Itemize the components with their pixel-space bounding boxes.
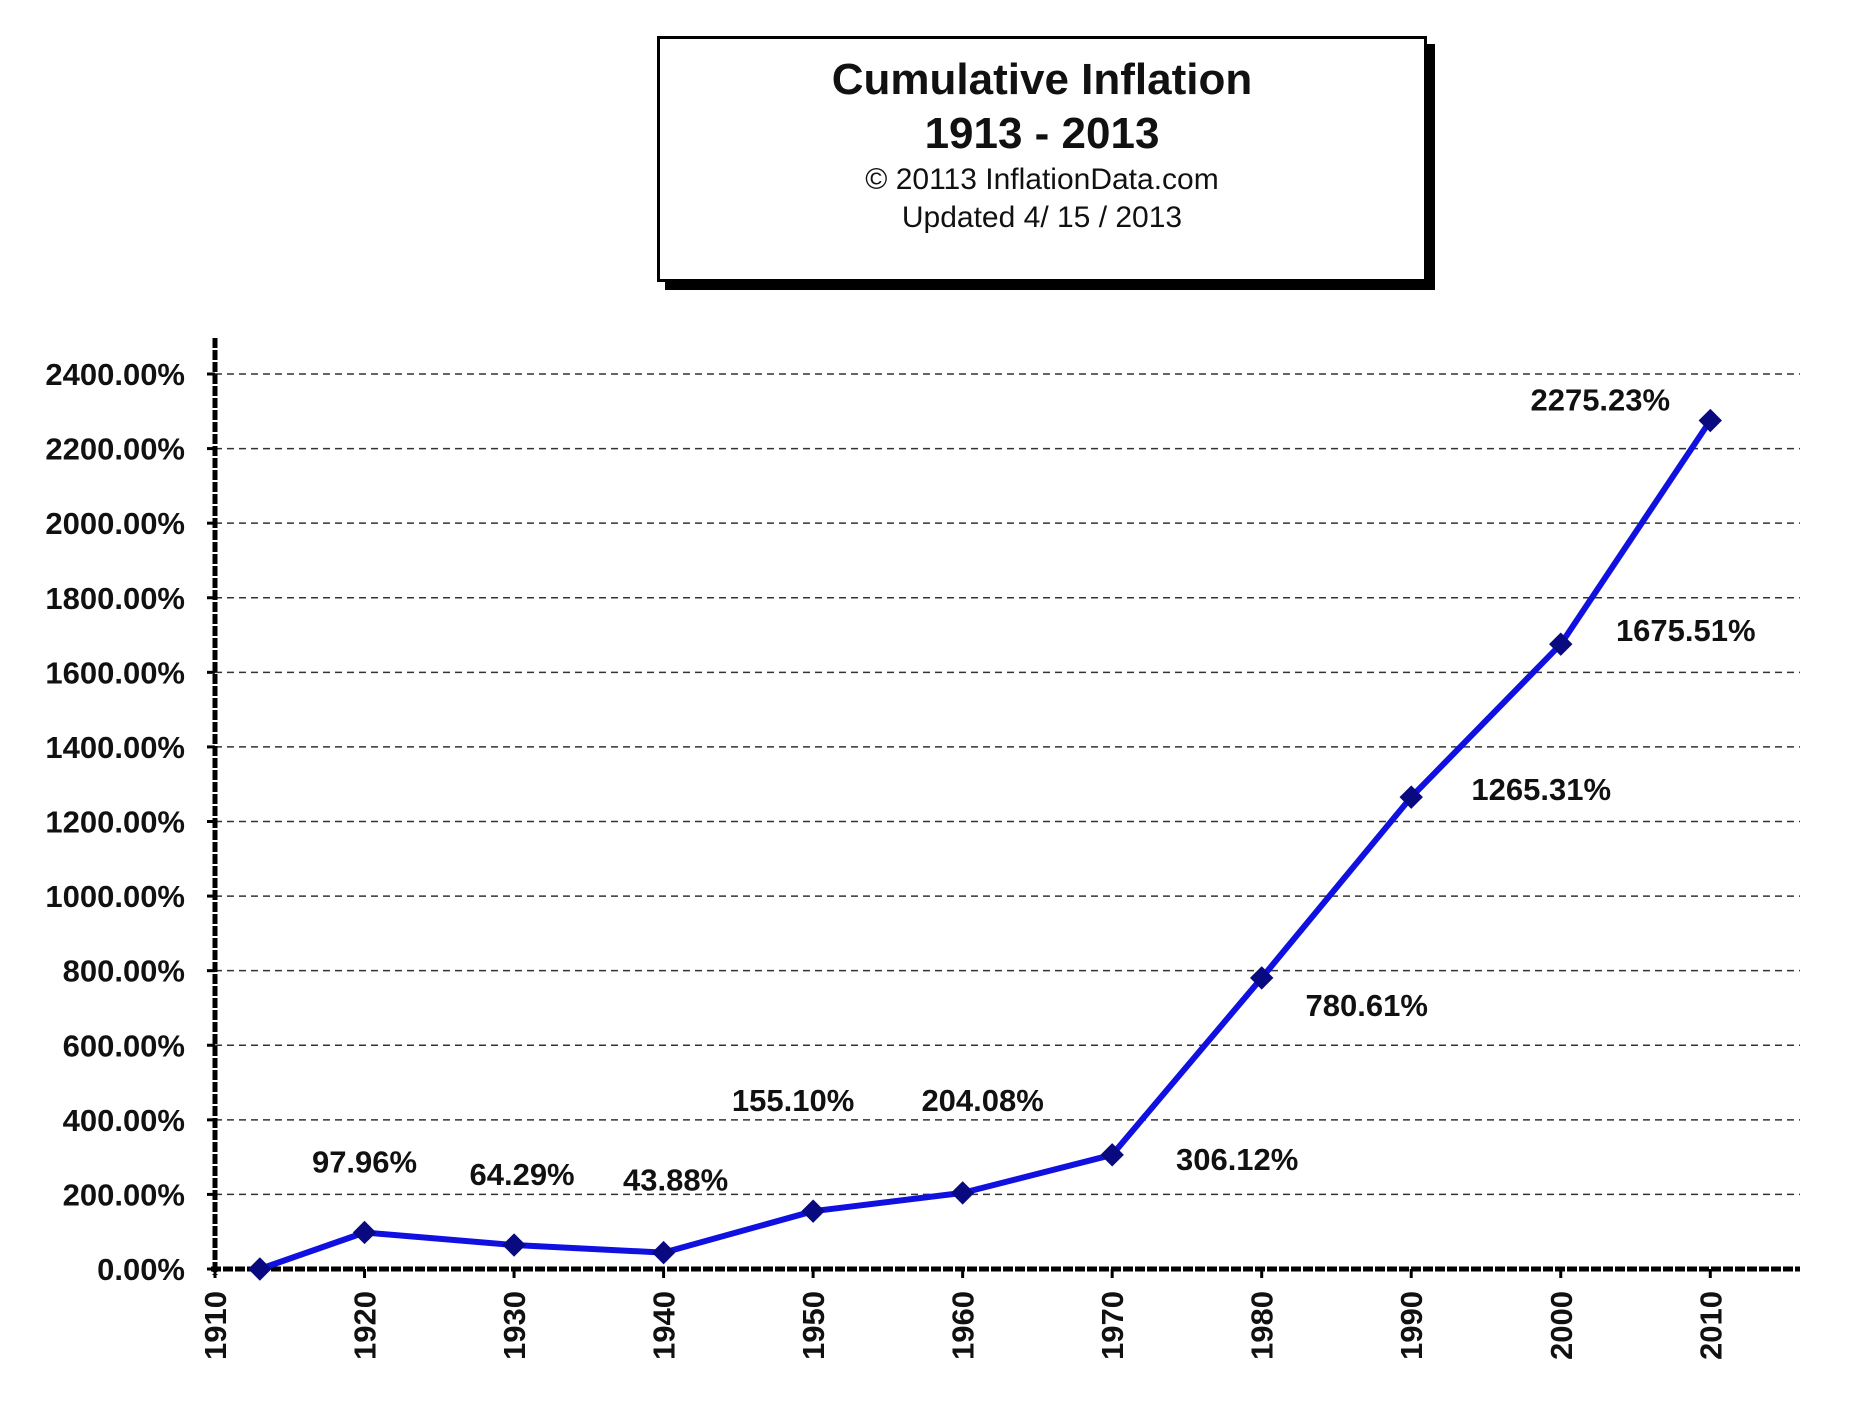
data-point-marker — [801, 1199, 825, 1223]
y-tick-label: 1800.00% — [45, 581, 185, 616]
y-tick-label: 200.00% — [63, 1177, 185, 1212]
y-tick-label: 1000.00% — [45, 879, 185, 914]
title-box: Cumulative Inflation 1913 - 2013 © 20113… — [657, 36, 1427, 282]
updated-text: Updated 4/ 15 / 2013 — [901, 201, 1183, 234]
copyright-text: © 20113 InflationData.com — [865, 163, 1219, 196]
y-tick-label: 600.00% — [63, 1028, 185, 1063]
data-point-marker — [352, 1220, 377, 1245]
data-label: 1265.31% — [1471, 772, 1611, 807]
x-tick-label: 2000 — [1544, 1291, 1579, 1360]
data-point-marker — [248, 1257, 272, 1281]
y-tick-label: 2200.00% — [45, 432, 185, 467]
series-layer — [248, 408, 1722, 1281]
y-tick-label: 1400.00% — [45, 730, 185, 765]
data-label: 2275.23% — [1530, 383, 1670, 418]
x-tick-label: 1960 — [946, 1291, 981, 1360]
data-point-marker — [1698, 408, 1722, 433]
data-point-marker — [1399, 785, 1423, 809]
data-point-marker — [1549, 632, 1573, 656]
data-label: 97.96% — [312, 1144, 417, 1179]
y-tick-label: 2000.00% — [45, 506, 185, 541]
data-point-marker — [651, 1240, 676, 1265]
chart-title-years: 1913 - 2013 — [924, 109, 1160, 158]
x-tick-label: 1910 — [198, 1291, 233, 1360]
data-label: 204.08% — [921, 1083, 1043, 1118]
y-tick-label: 1600.00% — [45, 655, 185, 690]
x-tick-label: 1940 — [647, 1291, 682, 1360]
y-tick-label: 800.00% — [63, 954, 185, 989]
axis-layer — [207, 338, 1800, 1278]
data-label: 1675.51% — [1616, 613, 1756, 648]
x-tick-label: 1990 — [1394, 1291, 1429, 1360]
y-tick-label: 400.00% — [63, 1103, 185, 1138]
y-tick-label: 0.00% — [97, 1252, 185, 1287]
x-tick-label: 1950 — [796, 1291, 831, 1360]
data-point-marker — [502, 1233, 526, 1257]
data-label: 306.12% — [1176, 1142, 1298, 1177]
x-tick-label: 1970 — [1095, 1291, 1130, 1360]
data-label: 43.88% — [623, 1163, 728, 1198]
data-label: 780.61% — [1306, 988, 1428, 1023]
y-tick-label: 2400.00% — [45, 357, 185, 392]
grid-layer — [215, 373, 1800, 1196]
tick-label-layer: 0.00% 200.00% 400.00% 600.00% 800.00% 1000.00… — [45, 357, 1728, 1360]
x-tick-label: 1930 — [497, 1291, 532, 1360]
data-label: 64.29% — [469, 1157, 574, 1192]
data-point-marker — [1249, 966, 1274, 990]
data-point-marker — [1100, 1143, 1124, 1167]
data-label: 155.10% — [732, 1083, 854, 1118]
chart-title: Cumulative Inflation — [831, 55, 1253, 104]
data-point-marker — [950, 1181, 975, 1205]
x-tick-label: 1920 — [348, 1291, 383, 1360]
data-label-layer: 97.96% 64.29% 43.88% 155.10% 204.08% 306.12% 7… — [312, 383, 1756, 1198]
y-tick-label: 1200.00% — [45, 805, 185, 840]
x-tick-label: 1980 — [1245, 1291, 1280, 1360]
x-tick-label: 2010 — [1693, 1291, 1728, 1360]
